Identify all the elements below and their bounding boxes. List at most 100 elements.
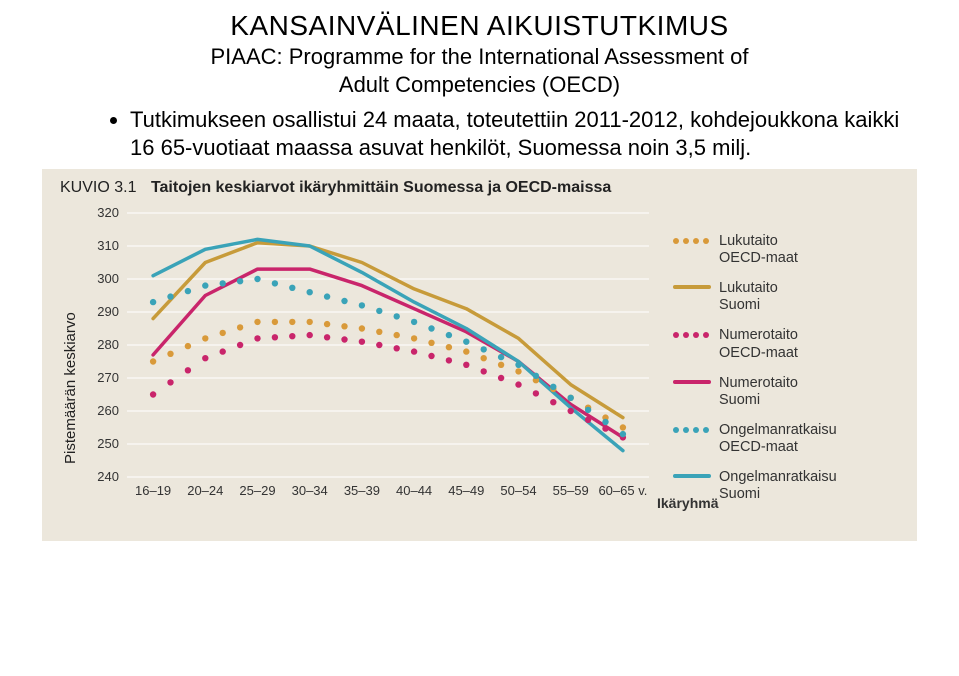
y-tick-label: 290 [97, 304, 119, 319]
legend-swatch [673, 332, 711, 338]
y-axis-label: Pistemäärän keskiarvo [60, 203, 79, 523]
legend-label: LukutaitoOECD-maat [719, 233, 863, 267]
series-dot-ongelma_oecd [463, 339, 469, 345]
series-dot-lukutaito_oecd [202, 335, 208, 341]
series-dot-lukutaito_oecd [481, 355, 487, 361]
series-dot-numerotaito_oecd [202, 355, 208, 361]
legend-label: LukutaitoSuomi [719, 280, 863, 314]
series-dot-ongelma_oecd [376, 308, 382, 314]
x-tick-label: 25–29 [239, 483, 275, 498]
series-dot-lukutaito_oecd [463, 348, 469, 354]
x-tick-label: 20–24 [187, 483, 223, 498]
series-dot-lukutaito_oecd [150, 358, 156, 364]
x-tick-label: 45–49 [448, 483, 484, 498]
series-dot-ongelma_oecd [167, 293, 173, 299]
series-dot-ongelma_oecd [585, 407, 591, 413]
y-tick-label: 240 [97, 469, 119, 484]
series-dot-numerotaito_oecd [515, 381, 521, 387]
y-tick-label: 250 [97, 436, 119, 451]
y-tick-label: 310 [97, 238, 119, 253]
series-dot-ongelma_oecd [254, 276, 260, 282]
series-dot-lukutaito_oecd [394, 332, 400, 338]
x-tick-label: 16–19 [135, 483, 171, 498]
bullet-list: Tutkimukseen osallistui 24 maata, toteut… [90, 106, 929, 161]
series-dot-lukutaito_oecd [515, 368, 521, 374]
series-dot-ongelma_oecd [289, 285, 295, 291]
series-dot-lukutaito_oecd [376, 329, 382, 335]
series-dot-numerotaito_oecd [463, 362, 469, 368]
x-tick-label: 50–54 [500, 483, 536, 498]
series-dot-lukutaito_oecd [185, 343, 191, 349]
figure-caption-prefix: KUVIO 3.1 [60, 179, 136, 196]
series-dot-numerotaito_oecd [237, 342, 243, 348]
series-dot-numerotaito_oecd [498, 375, 504, 381]
series-dot-ongelma_oecd [150, 299, 156, 305]
legend-swatch [673, 427, 711, 433]
series-dot-ongelma_oecd [533, 373, 539, 379]
series-dot-numerotaito_oecd [585, 417, 591, 423]
series-dot-lukutaito_oecd [498, 362, 504, 368]
x-tick-label: 40–44 [396, 483, 432, 498]
series-dot-lukutaito_oecd [272, 319, 278, 325]
series-dot-ongelma_oecd [568, 395, 574, 401]
series-dot-numerotaito_oecd [428, 353, 434, 359]
legend: LukutaitoOECD-maat LukutaitoSuomi Numerota… [659, 203, 863, 523]
series-dot-ongelma_oecd [620, 431, 626, 437]
series-dot-numerotaito_oecd [359, 339, 365, 345]
series-dot-lukutaito_oecd [411, 335, 417, 341]
series-dot-ongelma_oecd [481, 346, 487, 352]
series-dot-numerotaito_oecd [568, 408, 574, 414]
legend-item-lukutaito_suomi: LukutaitoSuomi [673, 280, 863, 314]
series-dot-numerotaito_oecd [481, 368, 487, 374]
series-dot-numerotaito_oecd [307, 332, 313, 338]
series-dot-lukutaito_oecd [620, 424, 626, 430]
x-tick-label: 30–34 [292, 483, 328, 498]
series-dot-ongelma_oecd [515, 362, 521, 368]
legend-item-ongelma_oecd: OngelmanratkaisuOECD-maat [673, 422, 863, 456]
series-dot-ongelma_oecd [550, 384, 556, 390]
legend-item-lukutaito_oecd: LukutaitoOECD-maat [673, 233, 863, 267]
series-dot-lukutaito_oecd [237, 324, 243, 330]
series-dot-numerotaito_oecd [289, 333, 295, 339]
series-dot-lukutaito_oecd [446, 344, 452, 350]
y-tick-label: 300 [97, 271, 119, 286]
series-dot-numerotaito_oecd [394, 345, 400, 351]
slide-title: KANSAINVÄLINEN AIKUISTUTKIMUS [30, 10, 929, 42]
series-dot-ongelma_oecd [394, 313, 400, 319]
series-dot-numerotaito_oecd [341, 336, 347, 342]
series-dot-ongelma_oecd [602, 419, 608, 425]
y-tick-label: 280 [97, 337, 119, 352]
series-dot-ongelma_oecd [220, 280, 226, 286]
series-dot-ongelma_oecd [428, 325, 434, 331]
series-dot-lukutaito_oecd [341, 323, 347, 329]
series-dot-numerotaito_oecd [602, 425, 608, 431]
x-axis-title-text: Ikäryhmä [657, 495, 718, 511]
series-dot-ongelma_oecd [202, 282, 208, 288]
series-dot-lukutaito_oecd [289, 319, 295, 325]
series-dot-numerotaito_oecd [185, 367, 191, 373]
legend-label: OngelmanratkaisuOECD-maat [719, 422, 863, 456]
series-dot-numerotaito_oecd [533, 390, 539, 396]
series-dot-numerotaito_oecd [550, 399, 556, 405]
series-dot-ongelma_oecd [446, 332, 452, 338]
series-dot-numerotaito_oecd [324, 334, 330, 340]
legend-label: NumerotaitoOECD-maat [719, 327, 863, 361]
series-dot-lukutaito_oecd [359, 325, 365, 331]
slide-subtitle-1: PIAAC: Programme for the International A… [30, 44, 929, 70]
legend-swatch [673, 380, 711, 384]
series-dot-ongelma_oecd [272, 280, 278, 286]
series-dot-ongelma_oecd [237, 278, 243, 284]
figure-container: KUVIO 3.1 Taitojen keskiarvot ikäryhmitt… [42, 169, 917, 541]
x-tick-label: 60–65 v. [598, 483, 647, 498]
y-tick-label: 320 [97, 205, 119, 220]
series-dot-ongelma_oecd [307, 289, 313, 295]
y-tick-label: 270 [97, 370, 119, 385]
series-dot-lukutaito_oecd [307, 319, 313, 325]
plot-column: 24025026027028029030031032016–1920–2425–… [79, 203, 659, 523]
series-dot-lukutaito_oecd [220, 330, 226, 336]
series-dot-numerotaito_oecd [376, 342, 382, 348]
series-dot-lukutaito_oecd [324, 321, 330, 327]
legend-swatch [673, 474, 711, 478]
legend-swatch [673, 238, 711, 244]
series-dot-lukutaito_oecd [254, 319, 260, 325]
